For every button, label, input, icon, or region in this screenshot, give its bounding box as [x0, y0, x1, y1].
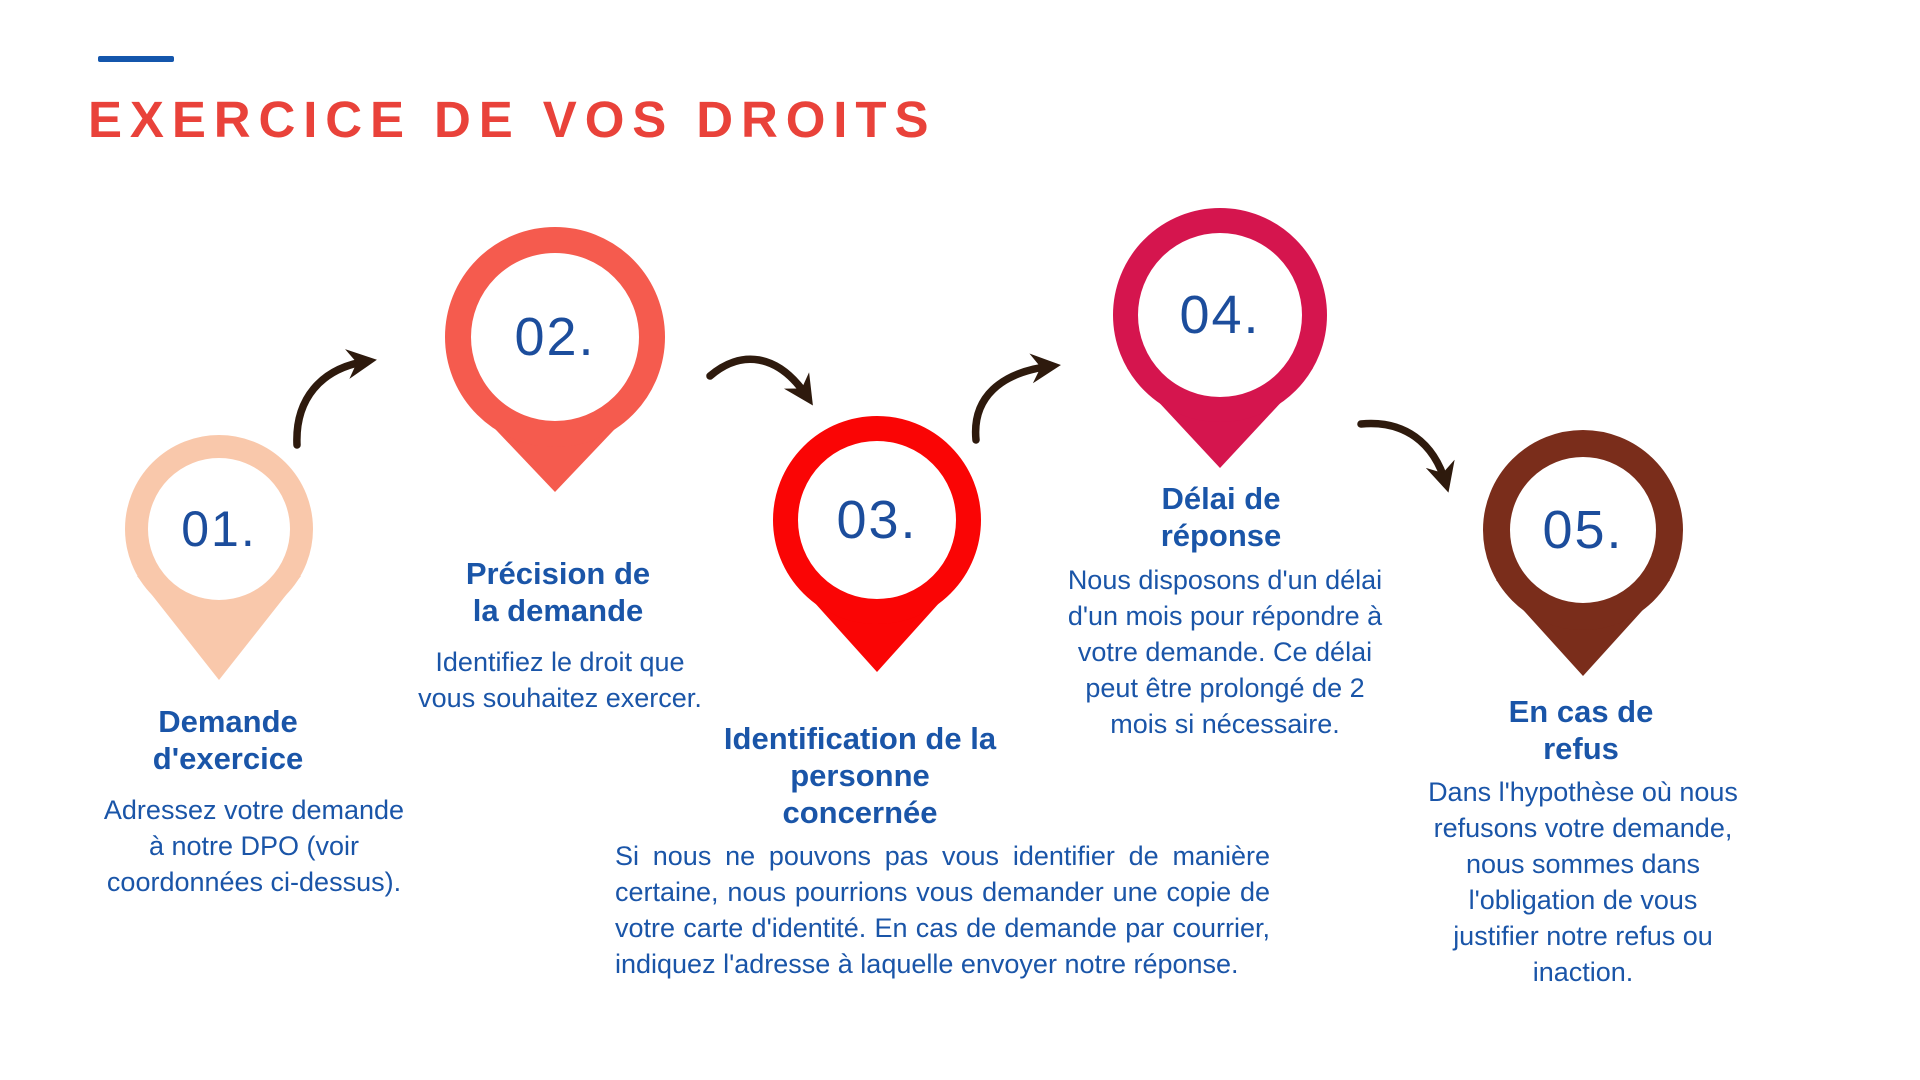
step-5-body: Dans l'hypothèse où nous refusons votre …: [1428, 777, 1738, 987]
step-3-title: Identification de la personne concernée: [723, 721, 997, 830]
step-4-body: Nous disposons d'un délai d'un mois pour…: [1067, 565, 1383, 739]
arrow-step3-step4-icon: [971, 353, 1061, 444]
pin-marker-1-icon: 01.: [125, 435, 313, 623]
page-title: EXERCICE DE VOS DROITS: [88, 91, 937, 148]
arrow-step2-step3-icon: [706, 355, 813, 406]
step-1-number: 01.: [181, 501, 257, 557]
step-2-number: 02.: [514, 307, 596, 367]
step-4-title: Délai de réponse: [1160, 481, 1282, 553]
pin-marker-4-icon: 04.: [1113, 208, 1327, 422]
step-5-title: En cas de refus: [1508, 694, 1654, 766]
step-3-number: 03.: [836, 490, 918, 550]
accent-line: [98, 56, 174, 62]
pin-marker-3-icon: 03.: [773, 416, 981, 624]
step-1-title: Demande d'exercice: [152, 704, 304, 776]
step-2-title: Précision de la demande: [465, 556, 651, 628]
arrow-step1-step2-icon: [293, 349, 377, 449]
step-4-number: 04.: [1179, 285, 1261, 345]
step-2-body: Identifiez le droit que vous souhaitez e…: [418, 647, 702, 713]
arrow-step4-step5-icon: [1357, 419, 1455, 493]
pin-marker-5-icon: 05.: [1483, 430, 1683, 630]
step-1-body: Adressez votre demande à notre DPO (voir…: [103, 795, 405, 897]
pin-marker-2-icon: 02.: [445, 227, 665, 447]
step-3-body: Si nous ne pouvons pas vous identifier d…: [615, 841, 1270, 979]
step-5-number: 05.: [1542, 500, 1624, 560]
